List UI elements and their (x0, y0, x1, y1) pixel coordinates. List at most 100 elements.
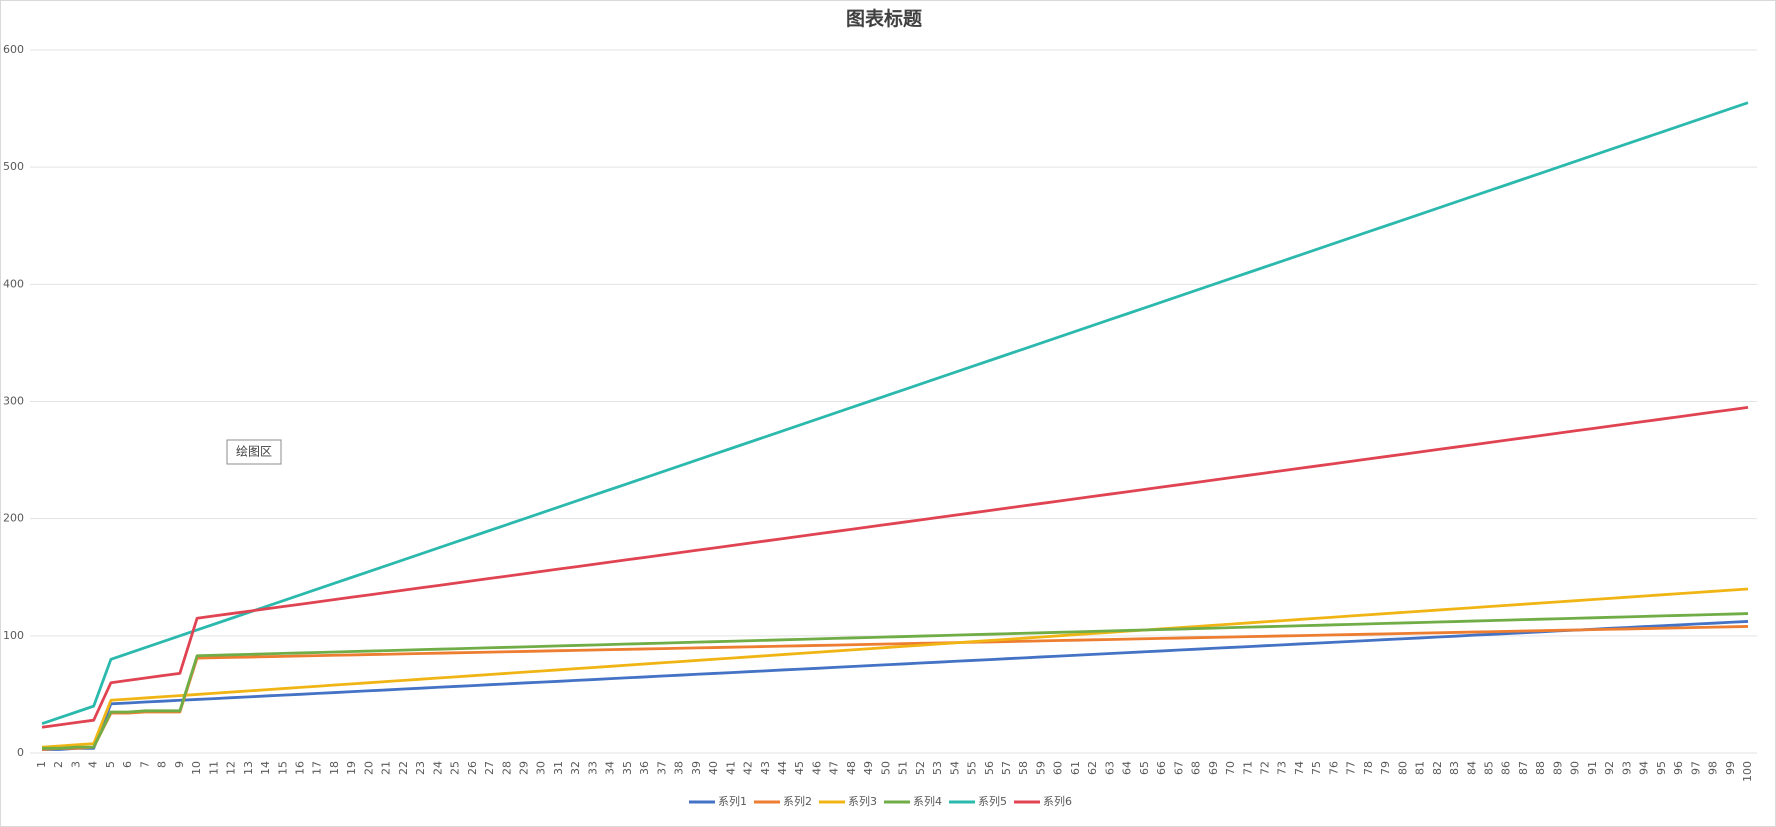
series-line (42, 612, 1749, 750)
x-tick-label: 71 (1241, 761, 1254, 775)
x-tick-label: 5 (104, 761, 117, 768)
x-tick-label: 68 (1190, 761, 1203, 775)
x-tick-label: 81 (1414, 761, 1427, 775)
x-tick-label: 13 (242, 761, 255, 775)
x-tick-label: 89 (1551, 761, 1564, 775)
series-line (41, 405, 1749, 729)
x-tick-label: 75 (1310, 761, 1323, 775)
x-tick-label: 52 (914, 761, 927, 775)
x-tick-label: 56 (983, 761, 996, 775)
x-tick-label: 70 (1224, 761, 1237, 775)
legend-label: 系列6 (1043, 794, 1072, 808)
x-tick-label: 1 (35, 761, 48, 768)
x-tick-label: 72 (1258, 761, 1271, 775)
x-tick-label: 38 (673, 761, 686, 775)
x-tick-label: 69 (1207, 761, 1220, 775)
legend-label: 系列1 (718, 794, 747, 808)
x-tick-label: 96 (1672, 761, 1685, 775)
x-tick-label: 10 (190, 761, 203, 775)
x-tick-label: 23 (414, 761, 427, 775)
x-tick-label: 32 (569, 761, 582, 775)
x-tick-label: 76 (1327, 761, 1340, 775)
x-tick-label: 45 (793, 761, 806, 775)
y-tick-label: 100 (3, 629, 24, 642)
x-tick-label: 34 (604, 761, 617, 775)
x-tick-label: 20 (362, 761, 375, 775)
y-tick-label: 600 (3, 43, 24, 56)
x-tick-label: 47 (828, 761, 841, 775)
x-tick-label: 35 (621, 761, 634, 775)
x-tick-label: 83 (1448, 761, 1461, 775)
x-tick-label: 50 (879, 761, 892, 775)
tooltip: 绘图区 (236, 444, 272, 459)
y-tick-label: 300 (3, 395, 24, 408)
x-tick-label: 80 (1396, 761, 1409, 775)
tooltip-box (226, 439, 282, 465)
x-tick-label: 73 (1276, 761, 1289, 775)
x-tick-label: 39 (690, 761, 703, 775)
x-tick-label: 51 (897, 761, 910, 775)
x-tick-label: 95 (1655, 761, 1668, 775)
x-tick-label: 37 (655, 761, 668, 775)
series-line (42, 620, 1749, 751)
x-tick-label: 11 (207, 761, 220, 775)
x-tick-label: 64 (1121, 761, 1134, 775)
x-tick-label: 18 (328, 761, 341, 775)
x-tick-label: 66 (1155, 761, 1168, 775)
x-tick-label: 53 (931, 761, 944, 775)
x-tick-label: 42 (742, 761, 755, 775)
x-tick-label: 27 (483, 761, 496, 775)
x-tick-label: 12 (225, 761, 238, 775)
x-tick-label: 90 (1569, 761, 1582, 775)
x-tick-label: 31 (552, 761, 565, 775)
x-tick-label: 40 (707, 761, 720, 775)
x-tick-label: 14 (259, 761, 272, 775)
x-tick-label: 26 (466, 761, 479, 775)
x-tick-label: 33 (586, 761, 599, 775)
x-tick-label: 94 (1638, 761, 1651, 775)
x-tick-label: 6 (121, 761, 134, 768)
x-tick-label: 44 (776, 761, 789, 775)
x-tick-label: 88 (1534, 761, 1547, 775)
x-tick-label: 4 (87, 761, 100, 768)
x-tick-label: 29 (518, 761, 531, 775)
x-tick-label: 92 (1603, 761, 1616, 775)
series-line (41, 587, 1749, 749)
x-tick-label: 43 (759, 761, 772, 775)
y-tick-label: 0 (17, 746, 24, 759)
x-tick-label: 28 (500, 761, 513, 775)
x-tick-label: 21 (380, 761, 393, 775)
x-tick-label: 46 (810, 761, 823, 775)
x-tick-label: 84 (1465, 761, 1478, 775)
x-tick-label: 93 (1620, 761, 1633, 775)
x-tick-label: 25 (449, 761, 462, 775)
x-tick-label: 57 (1000, 761, 1013, 775)
x-tick-label: 24 (431, 761, 444, 775)
legend-label: 系列4 (913, 794, 942, 808)
x-tick-label: 67 (1172, 761, 1185, 775)
legend-label: 系列3 (848, 794, 877, 808)
x-tick-label: 17 (311, 761, 324, 775)
x-tick-label: 59 (1034, 761, 1047, 775)
x-tick-label: 60 (1052, 761, 1065, 775)
x-tick-label: 61 (1069, 761, 1082, 775)
x-tick-label: 49 (862, 761, 875, 775)
x-tick-label: 86 (1500, 761, 1513, 775)
x-tick-label: 91 (1586, 761, 1599, 775)
x-tick-label: 48 (845, 761, 858, 775)
x-tick-label: 74 (1293, 761, 1306, 775)
x-tick-label: 65 (1138, 761, 1151, 775)
x-tick-label: 36 (638, 761, 651, 775)
x-tick-label: 15 (276, 761, 289, 775)
x-tick-label: 41 (724, 761, 737, 775)
x-tick-label: 100 (1741, 761, 1754, 782)
legend-label: 系列5 (978, 794, 1007, 808)
x-tick-label: 78 (1362, 761, 1375, 775)
x-tick-label: 30 (535, 761, 548, 775)
x-tick-label: 87 (1517, 761, 1530, 775)
x-tick-label: 22 (397, 761, 410, 775)
x-tick-label: 3 (69, 761, 82, 768)
x-tick-label: 7 (138, 761, 151, 768)
